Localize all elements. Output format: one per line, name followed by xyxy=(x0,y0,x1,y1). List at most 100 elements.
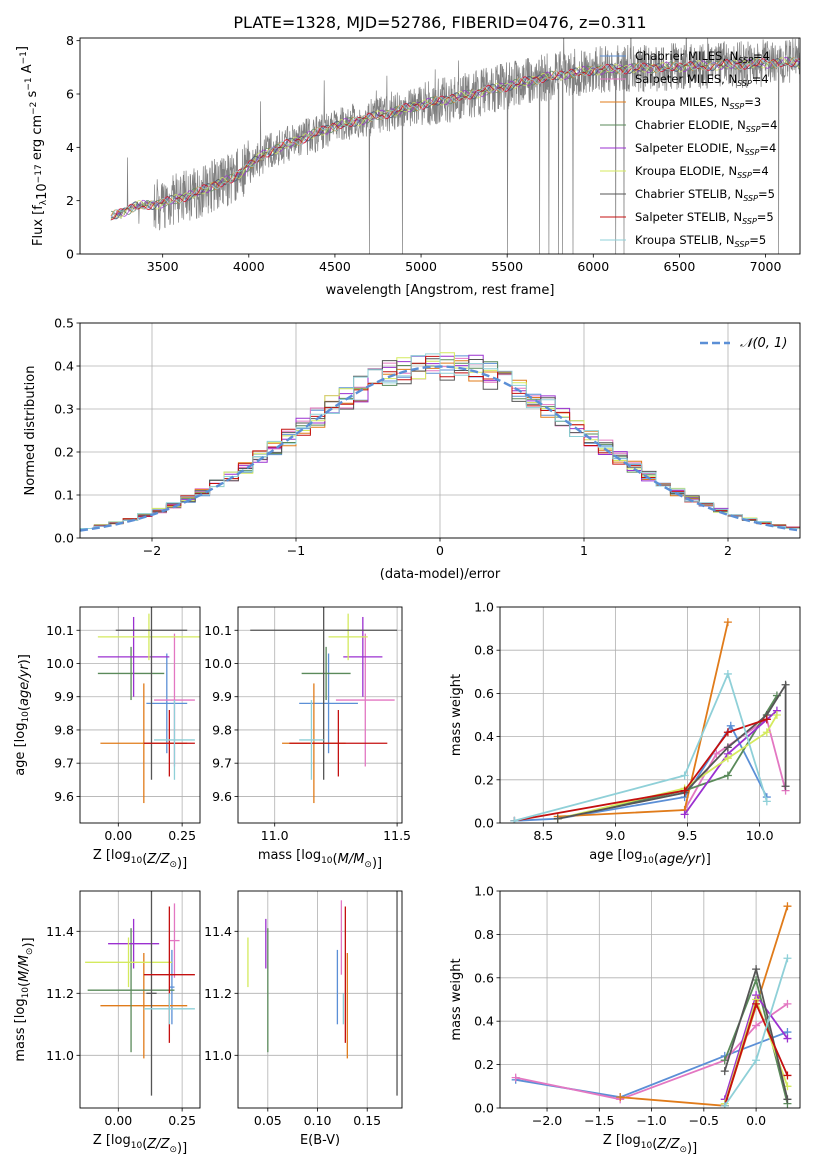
y-tick-label: 11.4 xyxy=(204,924,232,939)
legend-entry: 𝒩(0, 1) xyxy=(740,336,787,351)
x-tick-label: 4500 xyxy=(319,259,351,274)
y-tick-label: 0.4 xyxy=(474,729,494,744)
y-tick-label: 10.1 xyxy=(204,623,232,638)
axes-frame xyxy=(79,322,801,539)
x-tick-label: 5500 xyxy=(491,259,523,274)
x-tick-label: 9.5 xyxy=(678,828,698,843)
y-tick-label: 0.5 xyxy=(54,316,74,331)
y-tick-label: 2 xyxy=(66,193,74,208)
mass-weight-point xyxy=(680,786,689,795)
legend-entry: Salpeter MILES, NSSP=4 xyxy=(635,72,769,88)
x-axis-label: wavelength [Angstrom, rest frame] xyxy=(326,283,555,298)
x-tick-label: 6500 xyxy=(664,259,696,274)
x-tick-label: 0.10 xyxy=(304,1113,332,1128)
residual-histogram-step xyxy=(80,353,800,529)
x-tick-label: 3500 xyxy=(147,259,179,274)
x-tick-label: 8.5 xyxy=(533,828,553,843)
mass-weight-point xyxy=(783,902,792,911)
x-tick-label: 0.00 xyxy=(104,1113,132,1128)
legend-entry: Kroupa ELODIE, NSSP=4 xyxy=(635,164,769,180)
mass-weight-point xyxy=(616,1093,625,1102)
plot-area xyxy=(110,38,800,254)
x-tick-label: 5000 xyxy=(405,259,437,274)
x-tick-label: 1 xyxy=(580,543,588,558)
observed-spectrum-line xyxy=(110,38,800,254)
y-tick-label: 10.0 xyxy=(204,656,232,671)
mass-weight-point xyxy=(752,1056,761,1065)
x-tick-label: −1 xyxy=(287,543,305,558)
y-tick-label: 0.3 xyxy=(54,402,74,417)
grid-lines xyxy=(238,891,402,1108)
y-tick-label: 10.1 xyxy=(46,623,74,638)
legend-entry: Kroupa MILES, NSSP=3 xyxy=(635,95,761,111)
mass-weight-point xyxy=(752,965,761,974)
x-tick-label: −1.0 xyxy=(636,1113,666,1128)
y-tick-label: 9.9 xyxy=(212,689,232,704)
axes-frame xyxy=(79,890,201,1109)
mass-weight-point xyxy=(781,782,790,791)
residuals-panel: −2 −1 0 1 2 0.0 0.1 0.2 0.3 0.4 0.5 𝒩(0, 1) (data-mo… xyxy=(23,316,801,582)
y-axis-label: age [log10(age/yr)] xyxy=(13,654,32,776)
mass-weight-point xyxy=(553,814,562,823)
y-tick-label: 0 xyxy=(66,247,74,262)
grid-lines xyxy=(80,891,200,1108)
y-tick-label: 0.6 xyxy=(474,970,494,985)
y-tick-label: 8 xyxy=(66,33,74,48)
figure-title: PLATE=1328, MJD=52786, FIBERID=0476, z=0… xyxy=(233,13,646,32)
x-tick-label: 4000 xyxy=(233,259,265,274)
mass-weight-point xyxy=(783,1095,792,1104)
plot-area xyxy=(510,618,790,823)
mass-weight-point xyxy=(781,680,790,689)
x-tick-label: 0.05 xyxy=(254,1113,282,1128)
legend: Chabrier MILES, NSSP=4 Salpeter MILES, NS… xyxy=(600,49,777,249)
mass-weight-line xyxy=(514,718,768,822)
age-vs-mass-panel: 11.0 11.5 9.6 9.7 9.8 9.9 10.0 10.1 mass [log10(… xyxy=(204,606,411,871)
x-tick-label: 9.0 xyxy=(605,828,625,843)
mass-weight-point xyxy=(510,816,519,823)
weight-vs-age-panel: 8.5 9.0 9.5 10.0 0.0 0.2 0.4 0.6 0.8 1.0 age [log1… xyxy=(449,600,801,867)
axes-frame xyxy=(499,606,801,824)
age-vs-metallicity-panel: 0.00 0.25 9.6 9.7 9.8 9.9 10.0 10.1 Z [log10(Z/Z… xyxy=(13,606,201,871)
y-tick-label: 9.6 xyxy=(212,789,232,804)
y-tick-label: 0.2 xyxy=(474,772,494,787)
mass-weight-point xyxy=(720,1101,729,1108)
y-tick-label: 0.0 xyxy=(474,816,494,831)
y-tick-label: 4 xyxy=(66,140,74,155)
y-tick-label: 0.8 xyxy=(474,643,494,658)
mass-weight-point xyxy=(511,1073,520,1082)
mass-weight-point xyxy=(723,771,732,780)
y-tick-label: 0.2 xyxy=(474,1057,494,1072)
y-tick-label: 9.8 xyxy=(54,722,74,737)
y-axis-label: Flux [fλ10−17 erg cm−2 s−1 A−1] xyxy=(15,46,50,246)
mass-weight-point xyxy=(723,728,732,737)
y-tick-label: 11.2 xyxy=(46,986,74,1001)
x-tick-label: 6000 xyxy=(577,259,609,274)
x-axis-label: Z [log10(Z/Z⊙)] xyxy=(93,848,187,871)
mass-weight-point xyxy=(752,1021,761,1030)
axes-frame xyxy=(237,606,403,824)
y-tick-label: 11.0 xyxy=(46,1048,74,1063)
y-axis-label: Normed distribution xyxy=(23,366,38,496)
mass-weight-point xyxy=(783,1034,792,1043)
axes-frame xyxy=(237,890,403,1109)
x-tick-label: 0.00 xyxy=(104,828,132,843)
mass-weight-point xyxy=(723,754,732,763)
y-tick-label: 11.4 xyxy=(46,924,74,939)
x-tick-label: −2 xyxy=(143,543,161,558)
y-tick-label: 11.0 xyxy=(204,1048,232,1063)
spectrum-panel: 3500 4000 4500 5000 5500 6000 6500 7000 0 2 4 6 8 Cha… xyxy=(15,33,801,298)
mass-weight-point xyxy=(762,715,771,724)
y-tick-label: 0.1 xyxy=(54,488,74,503)
y-tick-label: 9.8 xyxy=(212,722,232,737)
x-axis-label: Z [log10(Z/Z⊙)] xyxy=(93,1133,187,1156)
mass-weight-point xyxy=(723,618,732,627)
mass-weight-line xyxy=(557,714,778,820)
grid-lines xyxy=(238,607,402,823)
y-axis-label: mass weight xyxy=(449,958,464,1040)
y-tick-label: 1.0 xyxy=(474,600,494,615)
mass-weight-point xyxy=(680,810,689,819)
x-tick-label: 7000 xyxy=(750,259,782,274)
x-tick-label: 2 xyxy=(724,543,732,558)
y-tick-label: 0.2 xyxy=(54,445,74,460)
